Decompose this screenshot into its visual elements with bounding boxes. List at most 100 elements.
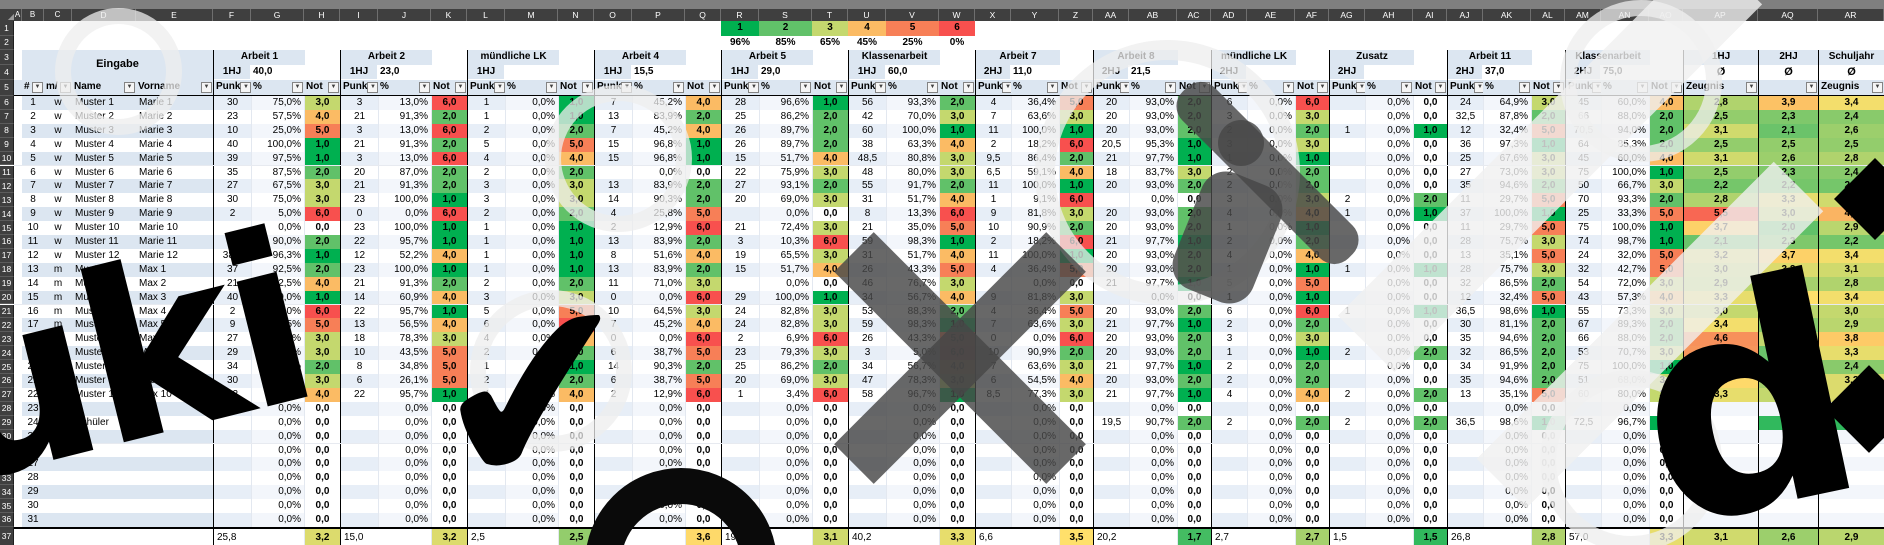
percent-cell[interactable]: 0,0% — [1247, 387, 1295, 402]
points-cell[interactable] — [1211, 401, 1247, 416]
note-cell[interactable]: 3,0 — [1295, 332, 1329, 347]
row-header-27[interactable]: 27 — [0, 387, 14, 402]
percent-cell[interactable]: 0,0% — [378, 401, 431, 416]
name-cell[interactable] — [72, 443, 136, 458]
note-cell[interactable]: 1,0 — [558, 235, 594, 249]
percent-cell[interactable]: 0,0% — [1483, 471, 1531, 486]
percent-cell[interactable]: 0,0% — [1365, 318, 1413, 333]
note-cell[interactable]: 0,0 — [939, 457, 975, 472]
points-cell[interactable]: 2 — [594, 387, 632, 402]
percent-cell[interactable]: 0,0% — [886, 415, 939, 430]
points-cell[interactable]: 9 — [975, 290, 1011, 305]
percent-cell[interactable]: 76,7% — [886, 276, 939, 291]
note-cell[interactable]: 3,0 — [304, 374, 340, 388]
zeugnis-average-cell[interactable]: 2,5 — [1683, 137, 1758, 152]
percent-cell[interactable]: 79,3% — [759, 346, 812, 361]
zeugnis-average-cell[interactable] — [1683, 401, 1758, 416]
note-cell[interactable]: 0,0 — [1413, 221, 1447, 235]
note-cell[interactable]: 3,0 — [812, 248, 848, 263]
percent-cell[interactable]: 86,5% — [1483, 346, 1531, 361]
percent-cell[interactable]: 86,4% — [1011, 151, 1059, 166]
name-cell[interactable]: Muster 3 — [72, 290, 136, 305]
note-cell[interactable]: 3,0 — [304, 332, 340, 347]
filter-dropdown-icon[interactable]: ▼ — [1199, 81, 1210, 93]
note-cell[interactable]: 2,0 — [685, 109, 721, 124]
note-cell[interactable]: 2,0 — [304, 235, 340, 249]
note-cell[interactable]: 1,0 — [1531, 304, 1565, 319]
points-cell[interactable]: 29 — [213, 346, 251, 361]
points-cell[interactable]: 9 — [213, 318, 251, 333]
points-cell[interactable]: 23 — [340, 262, 378, 277]
name-cell[interactable]: Muster 9 — [72, 374, 136, 388]
note-cell[interactable]: 0,0 — [1413, 318, 1447, 333]
percent-cell[interactable]: 0,0% — [886, 471, 939, 486]
note-cell[interactable]: 2,0 — [1531, 179, 1565, 194]
percent-cell[interactable]: 0,0% — [505, 513, 558, 527]
note-cell[interactable]: 3,0 — [1059, 290, 1093, 305]
row-header-36[interactable]: 36 — [0, 513, 14, 527]
percent-cell[interactable]: 100,0% — [1601, 360, 1649, 374]
points-cell[interactable]: 39 — [213, 151, 251, 166]
points-cell[interactable] — [848, 429, 886, 444]
percent-cell[interactable]: 0,0% — [505, 109, 558, 124]
percent-cell[interactable]: 93,0% — [1129, 109, 1177, 124]
note-cell[interactable]: 1,0 — [1177, 387, 1211, 402]
points-cell[interactable]: 2 — [467, 374, 505, 388]
percent-cell[interactable]: 63,3% — [886, 137, 939, 152]
percent-cell[interactable]: 63,6% — [1011, 360, 1059, 374]
name-cell[interactable]: Muster 5 — [72, 151, 136, 166]
points-cell[interactable]: 2 — [594, 221, 632, 235]
points-cell[interactable]: 8 — [848, 207, 886, 222]
filter-punkte[interactable]: Punk ▼ — [1093, 79, 1129, 95]
points-cell[interactable]: 10 — [975, 221, 1011, 235]
percent-cell[interactable]: 0,0% — [1365, 443, 1413, 458]
note-cell[interactable]: 0,0 — [1531, 471, 1565, 486]
points-cell[interactable]: 13 — [1447, 387, 1483, 402]
note-cell[interactable]: 6,0 — [685, 332, 721, 347]
percent-cell[interactable]: 0,0% — [378, 429, 431, 444]
student-number-cell[interactable]: 31 — [22, 513, 44, 527]
note-cell[interactable]: 5,0 — [1059, 96, 1093, 110]
points-cell[interactable] — [848, 443, 886, 458]
row-header-7[interactable]: 7 — [0, 109, 14, 124]
note-cell[interactable]: 1,0 — [431, 193, 467, 208]
note-cell[interactable]: 1,0 — [431, 387, 467, 402]
percent-cell[interactable]: 0,0% — [632, 429, 685, 444]
points-cell[interactable]: 23 — [213, 109, 251, 124]
note-cell[interactable]: 0,0 — [1413, 332, 1447, 347]
column-header-AK[interactable]: AK — [1483, 9, 1531, 21]
points-cell[interactable] — [1329, 318, 1365, 333]
percent-cell[interactable]: 0,0% — [1483, 499, 1531, 513]
zeugnis-average-cell[interactable] — [1758, 401, 1818, 416]
name-cell[interactable]: Muster 11 — [72, 235, 136, 249]
percent-cell[interactable]: 0,0% — [1365, 221, 1413, 235]
points-cell[interactable]: 27 — [721, 179, 759, 194]
points-cell[interactable]: 2 — [1211, 415, 1247, 430]
note-cell[interactable]: 2,0 — [939, 96, 975, 110]
zeugnis-average-cell[interactable]: 2,9 — [1818, 318, 1884, 333]
note-cell[interactable]: 0,0 — [1413, 109, 1447, 124]
gender-cell[interactable]: w — [44, 248, 72, 263]
note-cell[interactable]: 1,0 — [1531, 207, 1565, 222]
column-header-C[interactable]: C — [44, 9, 72, 21]
row-header-25[interactable]: 25 — [0, 360, 14, 374]
points-cell[interactable]: 20 — [1093, 123, 1129, 138]
points-cell[interactable]: 11 — [594, 276, 632, 291]
student-number-cell[interactable]: 1 — [22, 96, 44, 110]
percent-cell[interactable]: 5,0% — [251, 304, 304, 319]
column-header-U[interactable]: U — [848, 9, 886, 21]
vorname-cell[interactable] — [136, 485, 213, 500]
points-cell[interactable] — [1211, 499, 1247, 513]
row-header-8[interactable]: 8 — [0, 123, 14, 138]
points-cell[interactable]: 20 — [1093, 221, 1129, 235]
column-header-V[interactable]: V — [886, 9, 939, 21]
note-cell[interactable]: 2,0 — [1295, 235, 1329, 249]
zeugnis-average-cell[interactable]: 2,8 — [1818, 276, 1884, 291]
column-header-AD[interactable]: AD — [1211, 9, 1247, 21]
percent-cell[interactable]: 89,7% — [759, 123, 812, 138]
note-cell[interactable]: 2,0 — [1177, 109, 1211, 124]
points-cell[interactable]: 12 — [1447, 290, 1483, 305]
percent-cell[interactable]: 96,7% — [886, 387, 939, 402]
gender-cell[interactable]: m — [44, 374, 72, 388]
percent-cell[interactable]: 63,6% — [1011, 109, 1059, 124]
